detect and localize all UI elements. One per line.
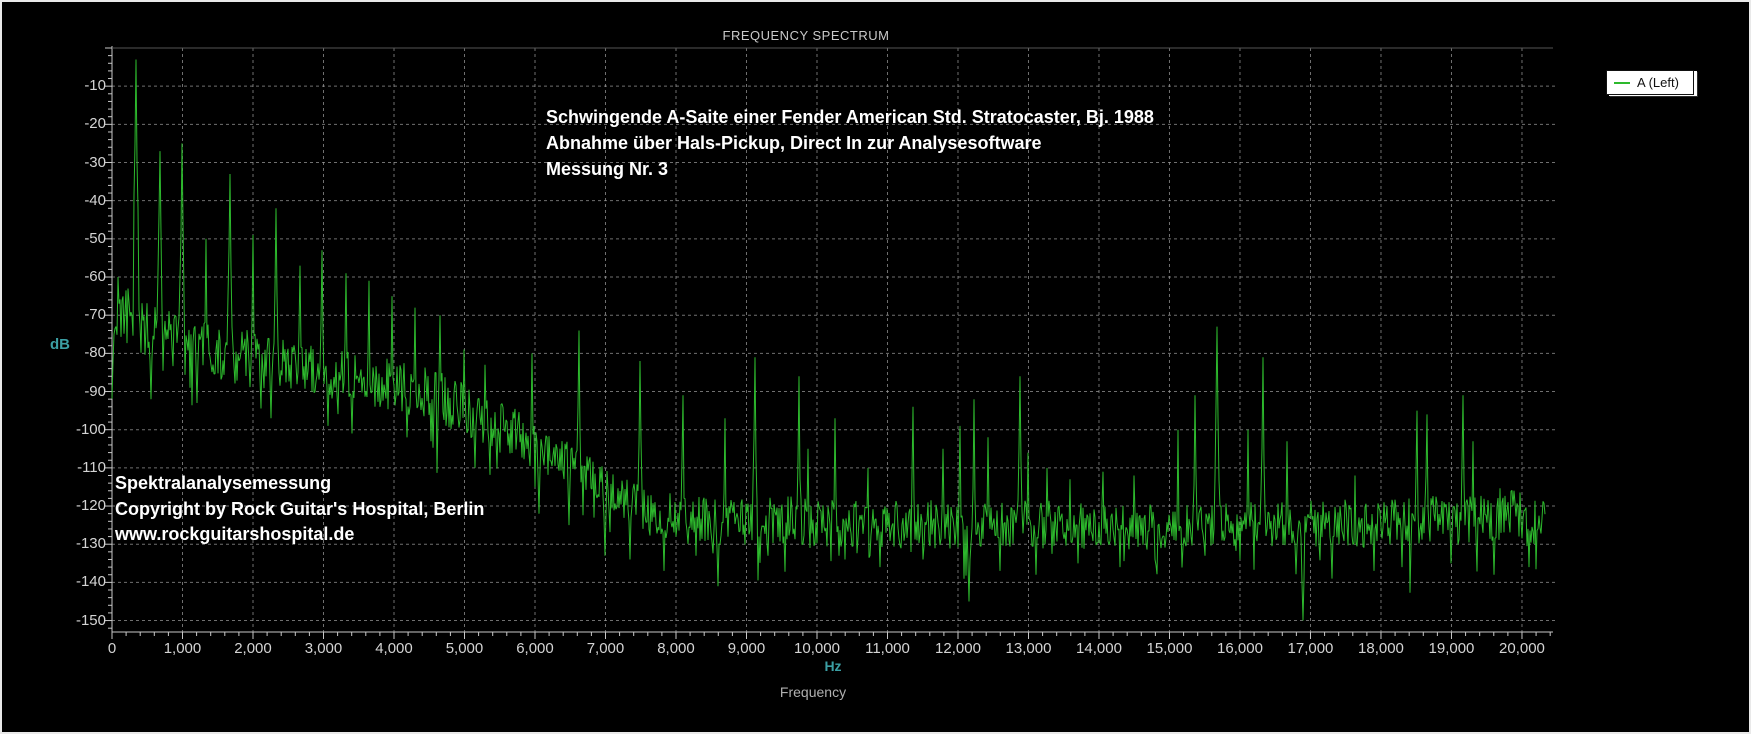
y-tick-label: -110: [77, 458, 106, 476]
x-tick-label: 1,000: [163, 640, 202, 657]
x-tick-label: 9,000: [727, 640, 766, 657]
chart-title: FREQUENCY SPECTRUM: [722, 28, 890, 43]
legend[interactable]: A (Left): [1606, 70, 1694, 95]
y-axis-unit-label: dB: [50, 336, 70, 353]
x-tick-label: 17,000: [1287, 640, 1334, 657]
x-axis-unit-label: Hz: [824, 658, 842, 674]
y-tick-label: -100: [75, 420, 106, 438]
x-tick-label: 12,000: [935, 640, 981, 657]
y-tick-label: -20: [84, 115, 106, 133]
x-tick-label: 11,000: [865, 640, 910, 657]
y-tick-label: -70: [84, 306, 106, 324]
y-tick-label: -50: [84, 229, 106, 247]
x-tick-label: 16,000: [1217, 640, 1263, 657]
y-tick-label: -80: [84, 344, 106, 362]
watermark-line: www.rockguitarshospital.de: [115, 524, 355, 544]
x-tick-label: 6,000: [516, 640, 554, 657]
measurement-annotation: Schwingende A-Saite einer Fender America…: [546, 104, 1154, 182]
annotation-line: Messung Nr. 3: [546, 159, 669, 179]
x-tick-label: 5,000: [445, 640, 484, 657]
y-tick-label: -150: [75, 611, 106, 629]
x-tick-label: 15,000: [1146, 640, 1193, 657]
x-tick-label: 10,000: [794, 640, 840, 657]
legend-series-line-icon: [1614, 81, 1630, 84]
y-tick-label: -140: [75, 573, 106, 591]
copyright-watermark: Spektralanalysemessung Copyright by Rock…: [115, 471, 484, 548]
x-tick-label: 13,000: [1005, 640, 1052, 657]
x-tick-label: 14,000: [1076, 640, 1122, 657]
y-tick-label: -90: [84, 382, 106, 400]
x-tick-label: 3,000: [304, 640, 343, 657]
y-tick-label: -30: [84, 153, 106, 171]
annotation-line: Schwingende A-Saite einer Fender America…: [546, 107, 1154, 127]
x-tick-label: 8,000: [657, 640, 695, 657]
y-tick-label: -60: [84, 268, 106, 286]
y-tick-label: -10: [84, 77, 106, 95]
x-axis-title: Frequency: [779, 684, 847, 700]
annotation-line: Abnahme über Hals-Pickup, Direct In zur …: [546, 133, 1042, 153]
x-tick-label: 2,000: [234, 640, 272, 657]
legend-series-label: A (Left): [1637, 75, 1679, 90]
y-tick-label: -40: [84, 191, 106, 209]
x-tick-label: 0: [107, 640, 117, 657]
y-tick-label: -120: [75, 497, 106, 515]
watermark-line: Copyright by Rock Guitar's Hospital, Ber…: [115, 498, 485, 519]
x-tick-label: 18,000: [1358, 640, 1404, 657]
x-tick-label: 19,000: [1428, 640, 1475, 657]
watermark-line: Spektralanalysemessung: [115, 473, 332, 493]
x-tick-label: 7,000: [586, 640, 625, 657]
x-tick-label: 20,000: [1499, 640, 1545, 657]
x-tick-label: 4,000: [375, 640, 413, 657]
y-tick-label: -130: [75, 535, 106, 553]
